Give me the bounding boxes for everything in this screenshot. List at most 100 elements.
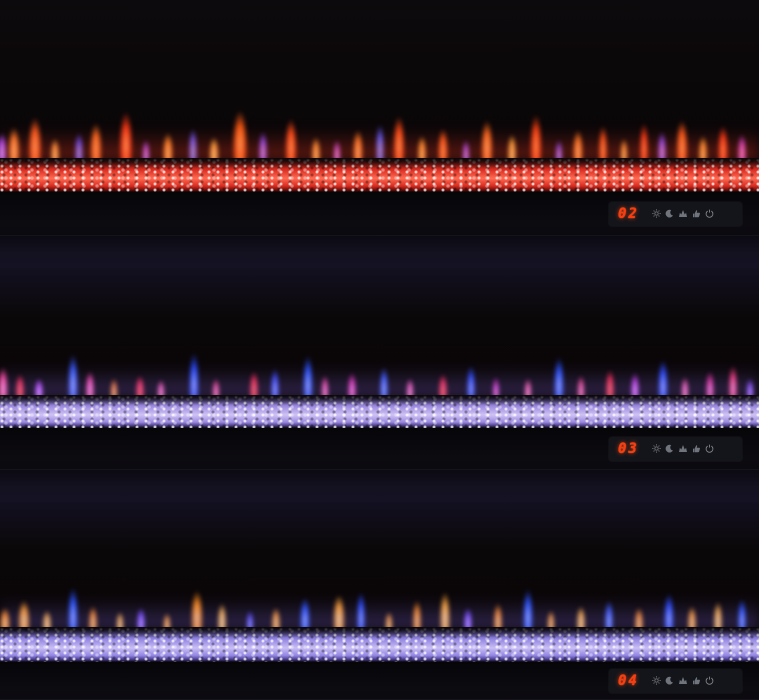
flame-tongue xyxy=(404,370,415,395)
flame-tongue xyxy=(331,131,342,158)
hand-icon xyxy=(692,677,700,685)
flame-tongue xyxy=(391,97,408,158)
flame-tongue xyxy=(571,117,586,158)
flame-tongue xyxy=(527,95,544,158)
flame-tongue xyxy=(704,360,717,395)
flame-tongue xyxy=(596,111,609,158)
sun-icon xyxy=(652,676,661,685)
flame-tongue xyxy=(186,115,199,158)
flame-tongue xyxy=(464,352,477,395)
flame-tongue xyxy=(41,602,54,627)
flame-tongue xyxy=(270,598,283,627)
flame-tongue xyxy=(686,596,699,627)
control-panel: 03 xyxy=(609,436,742,461)
touch-controls xyxy=(652,676,714,685)
flame-tongue xyxy=(602,588,615,627)
flame-tongue xyxy=(247,360,260,395)
fireplace-unit-3: 04 xyxy=(0,502,759,700)
ember-glow xyxy=(0,130,759,158)
flame-tongue xyxy=(727,352,740,395)
flame-tongue xyxy=(161,606,172,627)
flame-tongue xyxy=(65,336,80,395)
flame-display xyxy=(0,0,759,158)
power-icon xyxy=(705,209,714,218)
flame-tongue xyxy=(210,370,221,395)
flame-icon xyxy=(678,677,687,684)
crystal-ember-bed xyxy=(0,158,759,192)
flame-tongue xyxy=(618,129,629,158)
flame-tongue xyxy=(65,570,80,627)
flame-tongue xyxy=(48,129,61,158)
crystal-ember-bed xyxy=(0,627,759,662)
touch-controls xyxy=(652,444,714,453)
flame-tongue xyxy=(696,125,709,158)
moon-icon xyxy=(665,676,673,685)
flame-tongue xyxy=(351,117,366,158)
flame-tongue xyxy=(215,592,228,627)
mode-display: 04 xyxy=(618,672,639,689)
flame-tongue xyxy=(416,125,428,158)
flame-tongue xyxy=(373,109,386,158)
flame-tongue xyxy=(87,107,104,158)
flame-tongue xyxy=(383,604,394,627)
power-icon xyxy=(705,676,714,685)
flame-tongue xyxy=(491,368,502,395)
flame-tongue xyxy=(744,370,755,395)
flame-tongue xyxy=(553,131,564,158)
flame-tongue xyxy=(25,99,44,158)
flame-tongue xyxy=(355,576,368,627)
flame-tongue xyxy=(283,101,300,158)
flame-tongue xyxy=(161,121,176,158)
flame-tongue xyxy=(298,584,313,627)
flame-tongue xyxy=(309,127,322,158)
flame-tongue xyxy=(575,596,588,627)
flame-tongue xyxy=(655,119,668,158)
flame-tongue xyxy=(546,602,557,627)
flame-tongue xyxy=(189,574,206,627)
flame-tongue xyxy=(523,370,534,395)
flame-icon xyxy=(678,445,687,452)
flame-tongue xyxy=(662,578,677,627)
fireplace-base: 02 xyxy=(0,192,759,236)
flame-tongue xyxy=(505,123,518,158)
ember-glow xyxy=(0,367,759,395)
flame-tongue xyxy=(576,366,587,395)
flame-tongue xyxy=(628,362,641,395)
fireplace-unit-2: 03 xyxy=(0,268,759,470)
flame-tongue xyxy=(140,131,151,158)
flame-tongue xyxy=(0,598,12,627)
flame-tongue xyxy=(604,358,617,395)
firebox xyxy=(0,268,759,395)
flame-tongue xyxy=(229,89,250,158)
flame-tongue xyxy=(33,370,46,395)
flame-tongue xyxy=(83,360,96,395)
ember-glow xyxy=(0,599,759,627)
flame-tongue xyxy=(521,572,536,627)
flame-tongue xyxy=(72,121,85,158)
flame-tongue xyxy=(116,91,135,158)
flame-tongue xyxy=(673,103,690,158)
flame-tongue xyxy=(491,592,504,627)
sun-icon xyxy=(652,444,661,453)
flame-tongue xyxy=(378,354,391,395)
flame-display xyxy=(0,502,759,627)
flame-tongue xyxy=(319,366,330,395)
flame-tongue xyxy=(679,368,690,395)
flame-tongue xyxy=(712,590,724,627)
flame-tongue xyxy=(187,334,202,395)
wall-gap xyxy=(0,236,759,268)
moon-icon xyxy=(665,209,673,218)
firebox xyxy=(0,0,759,158)
flame-tongue xyxy=(656,344,671,395)
flame-tongue xyxy=(461,131,472,158)
control-panel: 02 xyxy=(609,201,742,226)
mode-display: 03 xyxy=(618,440,639,457)
sun-icon xyxy=(652,209,661,218)
crystal-ember-bed xyxy=(0,395,759,428)
flame-tongue xyxy=(479,103,496,158)
flame-tongue xyxy=(411,588,424,627)
flame-tongue xyxy=(114,604,125,627)
flame-tongue xyxy=(437,576,452,627)
control-panel: 04 xyxy=(609,668,742,693)
